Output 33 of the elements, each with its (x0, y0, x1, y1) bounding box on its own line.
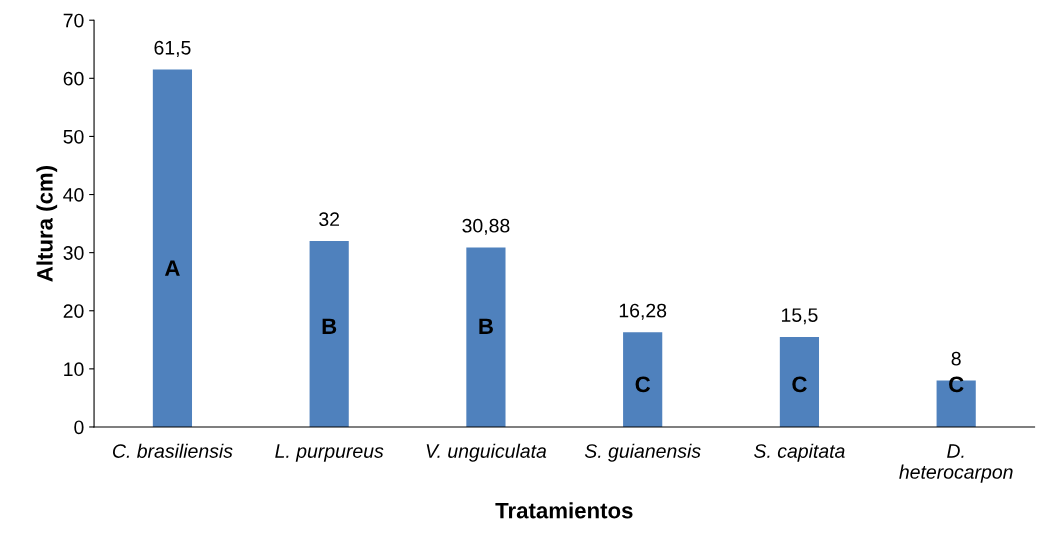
y-tick-label: 60 (63, 71, 84, 86)
y-tick-label: 70 (63, 13, 84, 28)
y-tick-label: 10 (64, 362, 84, 377)
x-tick-label: S. guianensis (584, 443, 701, 462)
bar (309, 241, 349, 427)
data-label: 8 (951, 351, 961, 366)
bar (623, 332, 663, 427)
annotation: A (164, 260, 180, 276)
annotation: C (635, 376, 651, 393)
x-tick-label: D. heterocarpon (899, 444, 1013, 483)
bar (152, 69, 193, 427)
y-tick-label: 0 (74, 420, 84, 435)
annotation: B (322, 318, 337, 334)
data-label: 61,5 (154, 40, 191, 57)
x-axis-title: Tratamientos (495, 502, 633, 519)
annotation: C (792, 376, 807, 393)
x-tick-label: V. unguiculata (426, 443, 547, 462)
data-label: 32 (319, 212, 340, 227)
bar (779, 336, 820, 427)
y-tick-label: 50 (63, 129, 84, 144)
x-tick-label: C. brasiliensis (112, 443, 233, 458)
y-tick-label: 20 (63, 304, 84, 318)
annotation: B (479, 318, 493, 334)
x-tick-label: L. purpureus (275, 444, 384, 462)
data-label: 30,88 (462, 218, 510, 235)
y-axis-title: Altura (cm) (36, 166, 58, 282)
data-label: 16,28 (619, 303, 667, 320)
data-label: 15,5 (781, 308, 818, 325)
annotation: C (949, 376, 964, 393)
y-tick-label: 30 (63, 246, 84, 260)
bar (466, 247, 506, 427)
y-tick-label: 40 (63, 188, 84, 202)
x-tick-label: S. capitata (754, 443, 845, 462)
